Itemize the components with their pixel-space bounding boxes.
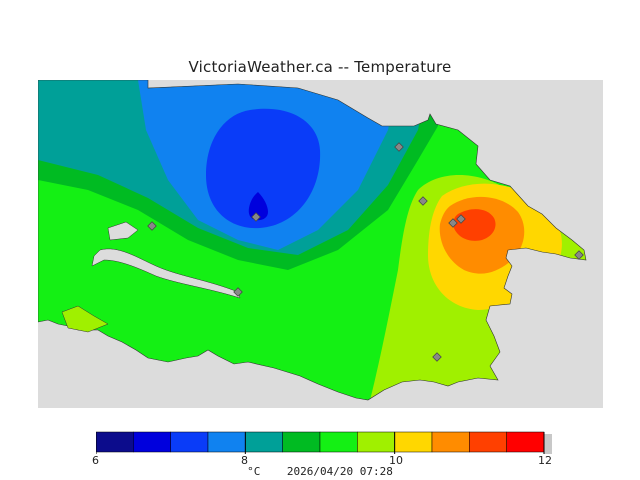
station-markers <box>147 142 584 362</box>
west-peninsula <box>61 305 109 333</box>
coastline <box>38 80 587 401</box>
legend-swatch <box>245 431 283 453</box>
station-marker <box>233 287 243 297</box>
legend-tick-label: 10 <box>389 454 403 467</box>
unit-label: °C <box>247 465 261 478</box>
legend-swatch <box>469 431 507 453</box>
color-legend <box>96 431 552 454</box>
legend-tick-label: 8 <box>241 454 248 467</box>
legend-swatch <box>319 431 358 453</box>
legend-swatch <box>506 431 545 453</box>
legend-swatch <box>394 431 433 453</box>
legend-tick-label: 12 <box>538 454 552 467</box>
temperature-map <box>38 80 603 408</box>
legend-shadow <box>544 434 552 454</box>
station-marker <box>418 196 428 206</box>
legend-swatch <box>282 431 321 453</box>
station-marker <box>448 218 458 228</box>
station-marker <box>456 214 466 224</box>
legend-swatch <box>96 431 134 453</box>
map-title: VictoriaWeather.ca -- Temperature <box>188 58 452 76</box>
legend-swatch <box>431 431 470 453</box>
legend-swatch <box>207 431 246 453</box>
station-marker <box>432 352 442 362</box>
station-marker <box>394 142 404 152</box>
inlet-water-2 <box>107 221 139 241</box>
station-marker <box>251 212 261 222</box>
timestamp: 2026/04/20 07:28 <box>286 465 393 478</box>
legend-swatch <box>357 431 395 453</box>
station-marker <box>147 221 157 231</box>
inlet-water <box>91 248 241 299</box>
legend-caption: °C 2026/04/20 07:28 <box>0 465 640 478</box>
legend-swatch <box>133 431 171 453</box>
station-marker <box>574 250 584 260</box>
legend-tick-label: 6 <box>92 454 99 467</box>
legend-swatch <box>170 431 209 453</box>
